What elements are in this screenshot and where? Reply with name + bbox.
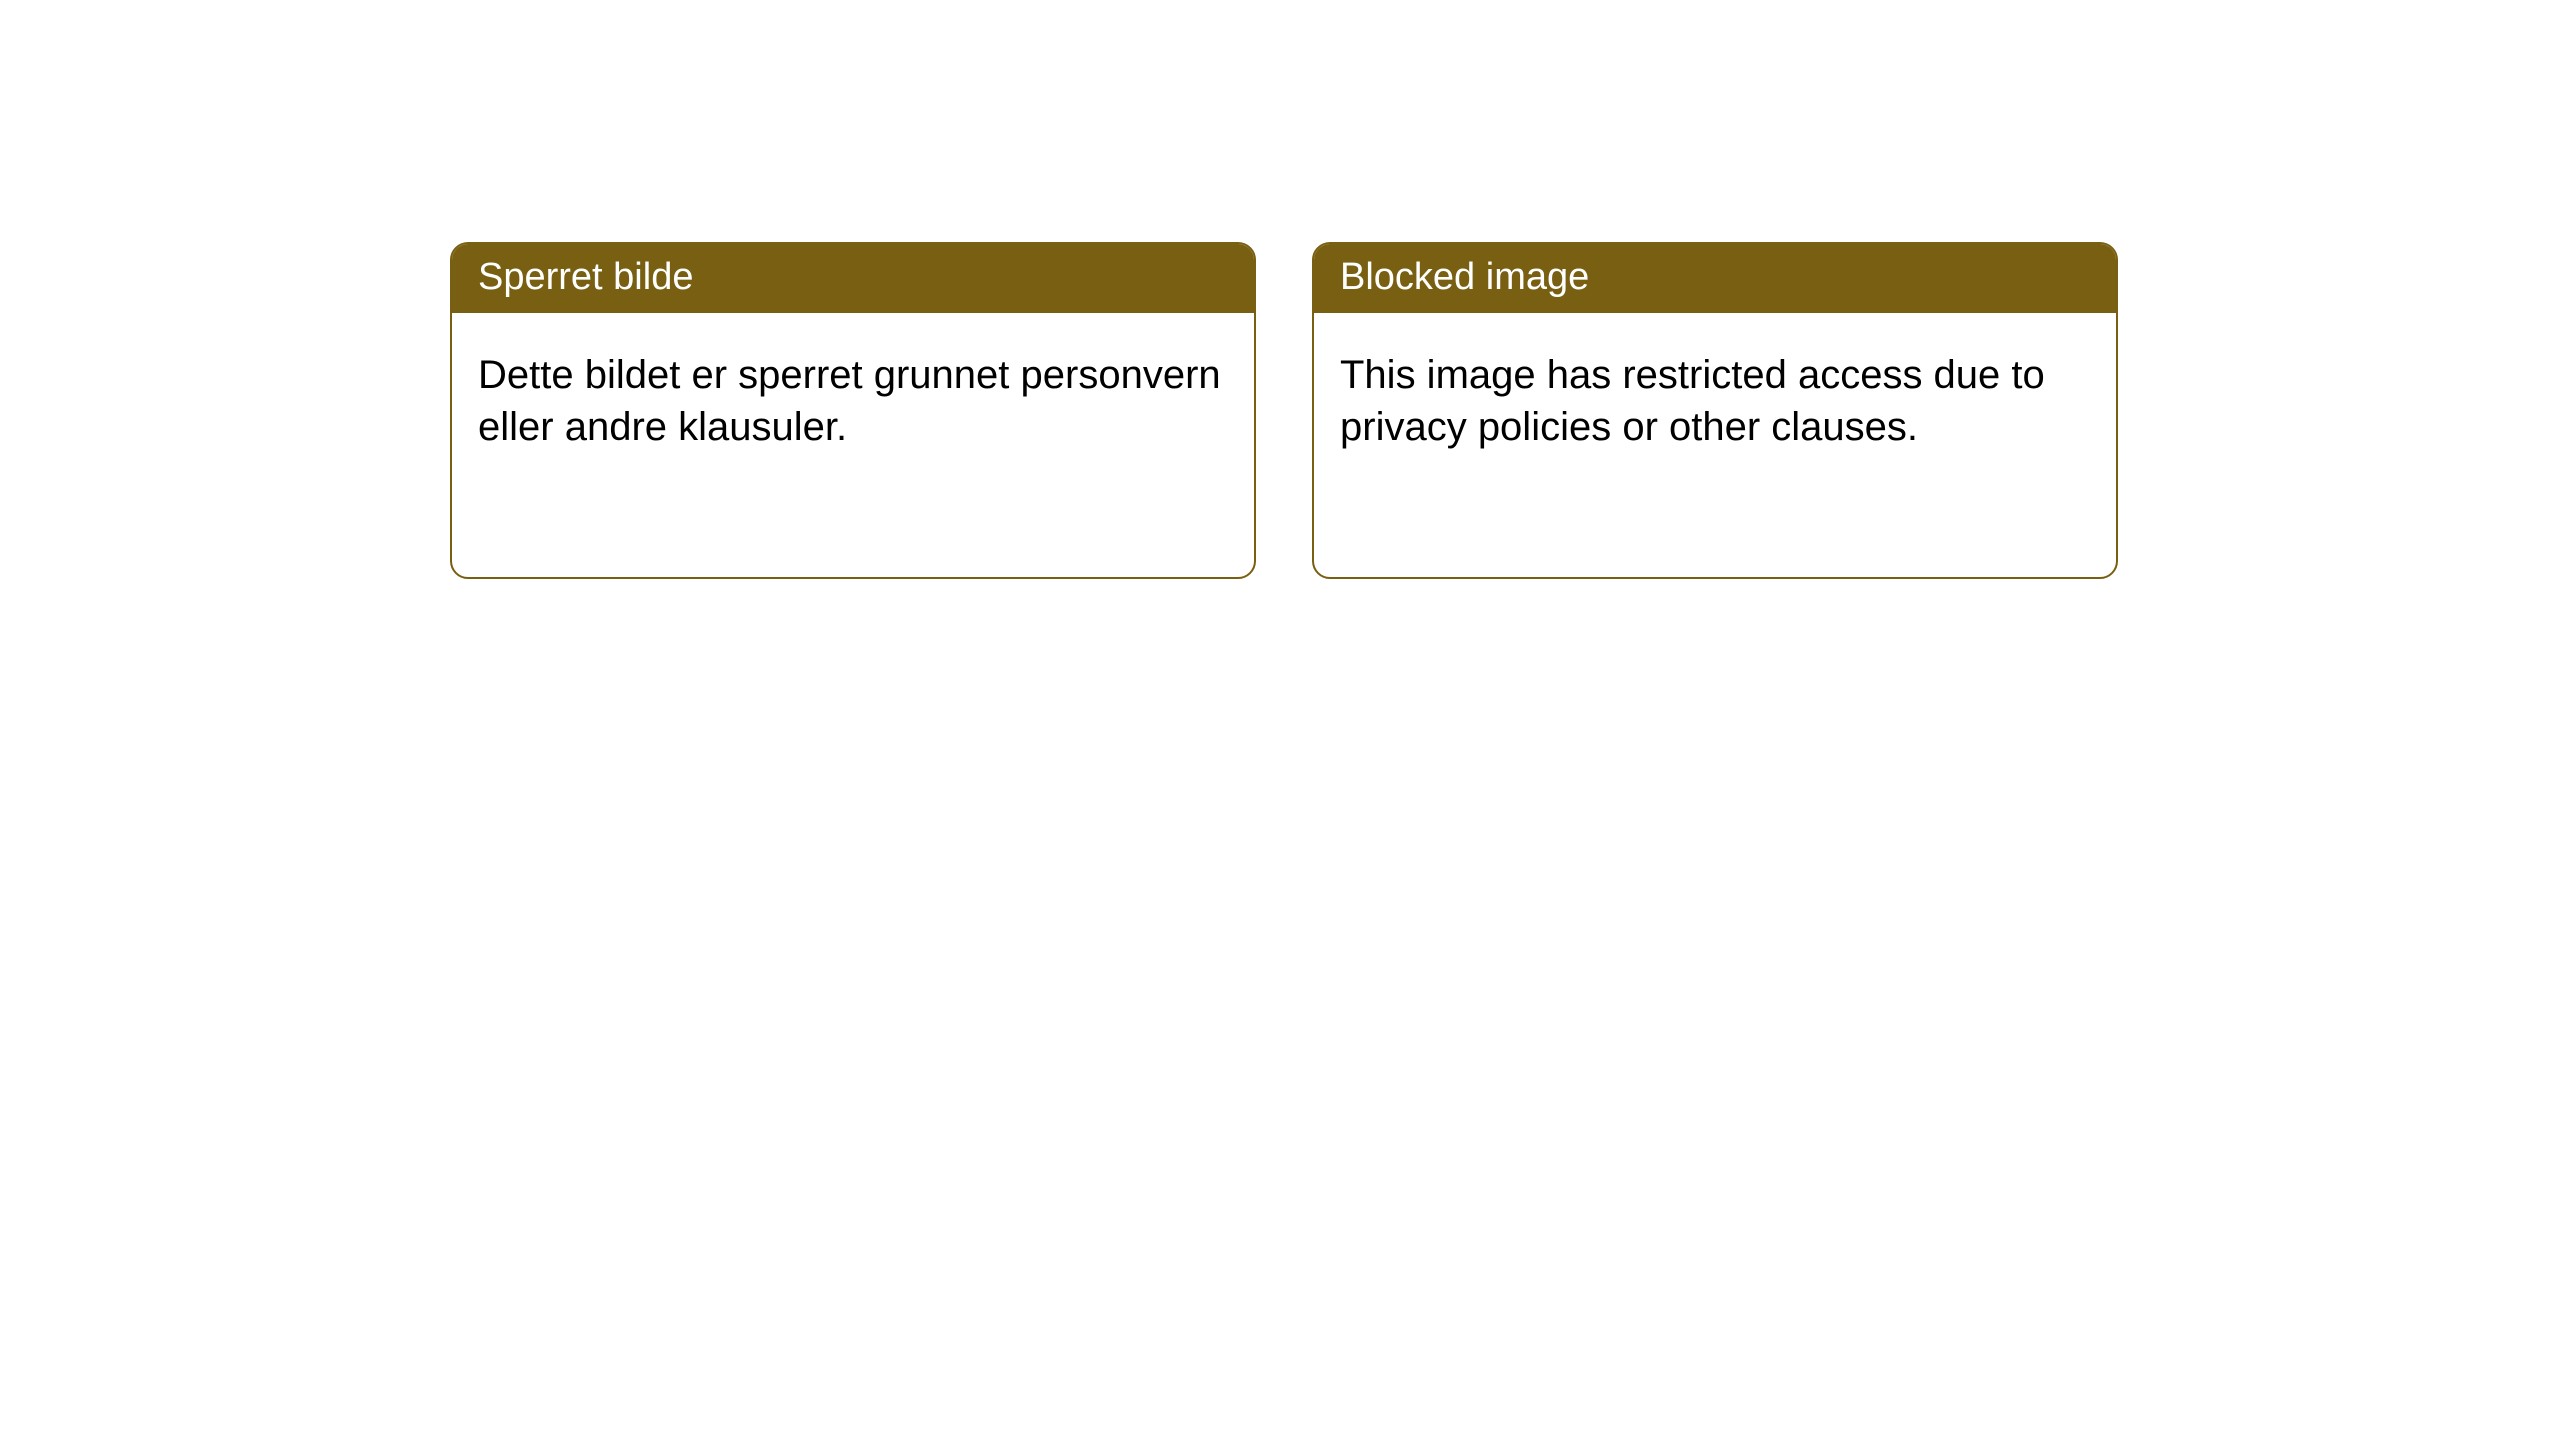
blocked-image-card-en: Blocked image This image has restricted … (1312, 242, 2118, 579)
blocked-image-card-no: Sperret bilde Dette bildet er sperret gr… (450, 242, 1256, 579)
notice-container: Sperret bilde Dette bildet er sperret gr… (0, 0, 2560, 579)
card-body-en: This image has restricted access due to … (1314, 313, 2116, 479)
card-title-no: Sperret bilde (452, 244, 1254, 313)
card-body-no: Dette bildet er sperret grunnet personve… (452, 313, 1254, 479)
card-title-en: Blocked image (1314, 244, 2116, 313)
